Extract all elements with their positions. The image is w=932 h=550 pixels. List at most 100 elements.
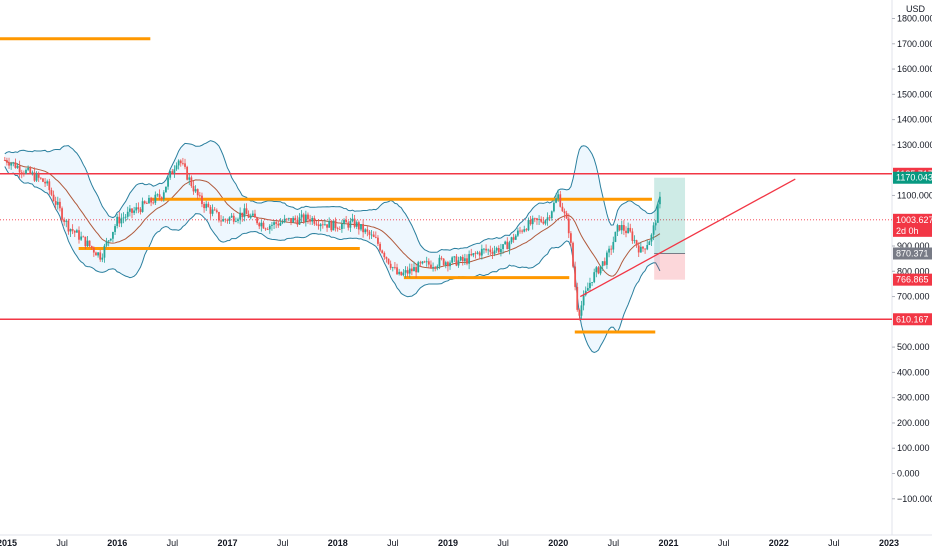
candle-body <box>243 208 246 218</box>
candle-body <box>485 248 487 251</box>
price-tag-label: 1170.043 <box>896 173 932 183</box>
candle-body <box>355 222 358 227</box>
candle-body <box>167 177 169 187</box>
candle-body <box>10 163 13 166</box>
candle-body <box>192 186 195 192</box>
candle-body <box>44 181 46 184</box>
candle-body <box>527 219 530 231</box>
candle-body <box>357 222 360 230</box>
candle-body <box>304 214 307 222</box>
price-tag-bg <box>893 171 932 184</box>
candle-body <box>394 267 396 269</box>
candle-body <box>493 250 496 254</box>
y-tick-label: 1600.000 <box>897 64 932 74</box>
candle-body <box>625 230 627 234</box>
candle-body <box>220 220 222 222</box>
candle-body <box>457 260 460 266</box>
candle-body <box>582 295 585 306</box>
candle-body <box>383 252 386 258</box>
candle-body <box>324 224 326 226</box>
candle-body <box>33 172 36 181</box>
y-tick-label: 0.000 <box>897 469 920 479</box>
candle-body <box>205 203 208 209</box>
candle-body <box>427 261 430 265</box>
candle-body <box>135 207 138 211</box>
y-tick-label: 1300.000 <box>897 140 932 150</box>
x-tick-label: Jul <box>718 538 730 548</box>
candle-body <box>345 219 348 223</box>
candle-body <box>184 163 186 167</box>
trendline[interactable] <box>579 178 796 298</box>
candle-body <box>521 230 524 232</box>
candle-body <box>78 230 80 240</box>
price-tag-bg <box>893 224 932 237</box>
candle-body <box>381 250 384 253</box>
candle-body <box>258 223 261 227</box>
candle-body <box>99 252 102 260</box>
y-tick-label: 500.000 <box>897 342 930 352</box>
candle-body <box>137 207 140 210</box>
candle-body <box>173 169 176 174</box>
candle-body <box>546 217 549 221</box>
candle-body <box>362 224 365 233</box>
candle-body <box>12 162 15 164</box>
y-tick-label: 700.000 <box>897 292 930 302</box>
candle-body <box>150 197 152 203</box>
candle-body <box>97 252 99 256</box>
candle-body <box>209 207 212 214</box>
candle-body <box>35 173 38 181</box>
candle-body <box>103 245 106 258</box>
candle-body <box>273 222 275 225</box>
candle-body <box>659 196 661 205</box>
profit-zone[interactable] <box>654 177 686 254</box>
candle-body <box>279 222 282 226</box>
candle-body <box>321 224 324 226</box>
trendline <box>579 178 796 298</box>
candle-body <box>580 305 583 316</box>
candle-body <box>474 253 477 255</box>
candle-body <box>400 271 403 276</box>
candle-body <box>245 208 248 214</box>
candle-body <box>451 257 454 263</box>
candle-body <box>296 219 299 225</box>
candle-body <box>158 194 161 198</box>
candle-body <box>597 267 600 274</box>
currency-label: USD <box>906 4 926 14</box>
candle-body <box>241 212 244 218</box>
candle-body <box>561 206 564 212</box>
x-tick-label: 2020 <box>548 538 568 548</box>
candle-body <box>398 271 401 275</box>
loss-zone[interactable] <box>654 253 686 280</box>
candle-body <box>194 189 197 192</box>
price-tag-bg <box>893 273 932 286</box>
candle-body <box>188 177 191 180</box>
candle-body <box>563 211 566 214</box>
candle-body <box>650 234 653 242</box>
candle-body <box>589 282 591 289</box>
x-tick-label: 2019 <box>438 538 458 548</box>
candle-body <box>165 186 167 193</box>
candle-body <box>39 177 42 179</box>
candle-body <box>73 230 76 233</box>
candle-body <box>480 248 483 256</box>
candle-body <box>75 230 78 233</box>
candle-body <box>652 225 655 235</box>
candle-body <box>169 171 172 178</box>
candle-body <box>646 245 649 250</box>
candle-body <box>586 288 589 291</box>
candle-body <box>20 172 23 174</box>
candle-body <box>553 202 555 212</box>
candle-body <box>181 163 184 165</box>
x-tick-label: Jul <box>828 538 840 548</box>
candle-body <box>572 242 574 267</box>
candle-body <box>591 282 593 283</box>
x-tick-label: 2016 <box>107 538 127 548</box>
candle-body <box>338 229 341 230</box>
candle-body <box>262 222 265 229</box>
candle-body <box>215 210 218 213</box>
candle-body <box>404 270 407 273</box>
x-tick-label: Jul <box>497 538 509 548</box>
candle-body <box>447 262 449 267</box>
